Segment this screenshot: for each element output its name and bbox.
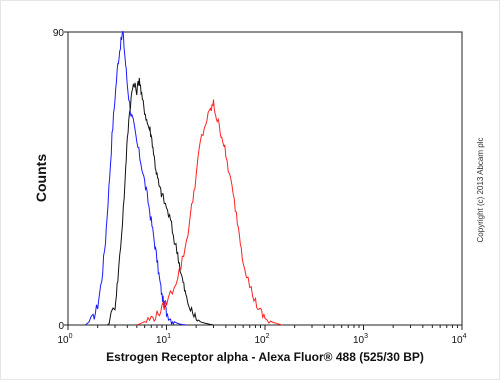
series-line-1 (84, 30, 187, 326)
x-tick-label: 103 (353, 333, 368, 346)
copyright-annotation: Copyright (c) 2013 Abcam plc (476, 138, 485, 243)
y-tick-label-min: 0 (58, 321, 64, 332)
x-tick-label: 102 (254, 333, 269, 346)
series-line-2 (106, 77, 214, 326)
x-ticks: 100 101 102 103 104 (57, 31, 467, 346)
y-axis-label: Counts (33, 154, 49, 202)
x-tick-label: 101 (156, 333, 171, 346)
series-layer (84, 30, 283, 326)
x-axis-label: Estrogen Receptor alpha - Alexa Fluor® 4… (106, 350, 424, 364)
y-tick-label-max: 90 (53, 28, 65, 39)
x-tick-label: 100 (57, 333, 72, 346)
x-tick-label: 104 (451, 333, 466, 346)
series-line-3 (136, 99, 283, 326)
